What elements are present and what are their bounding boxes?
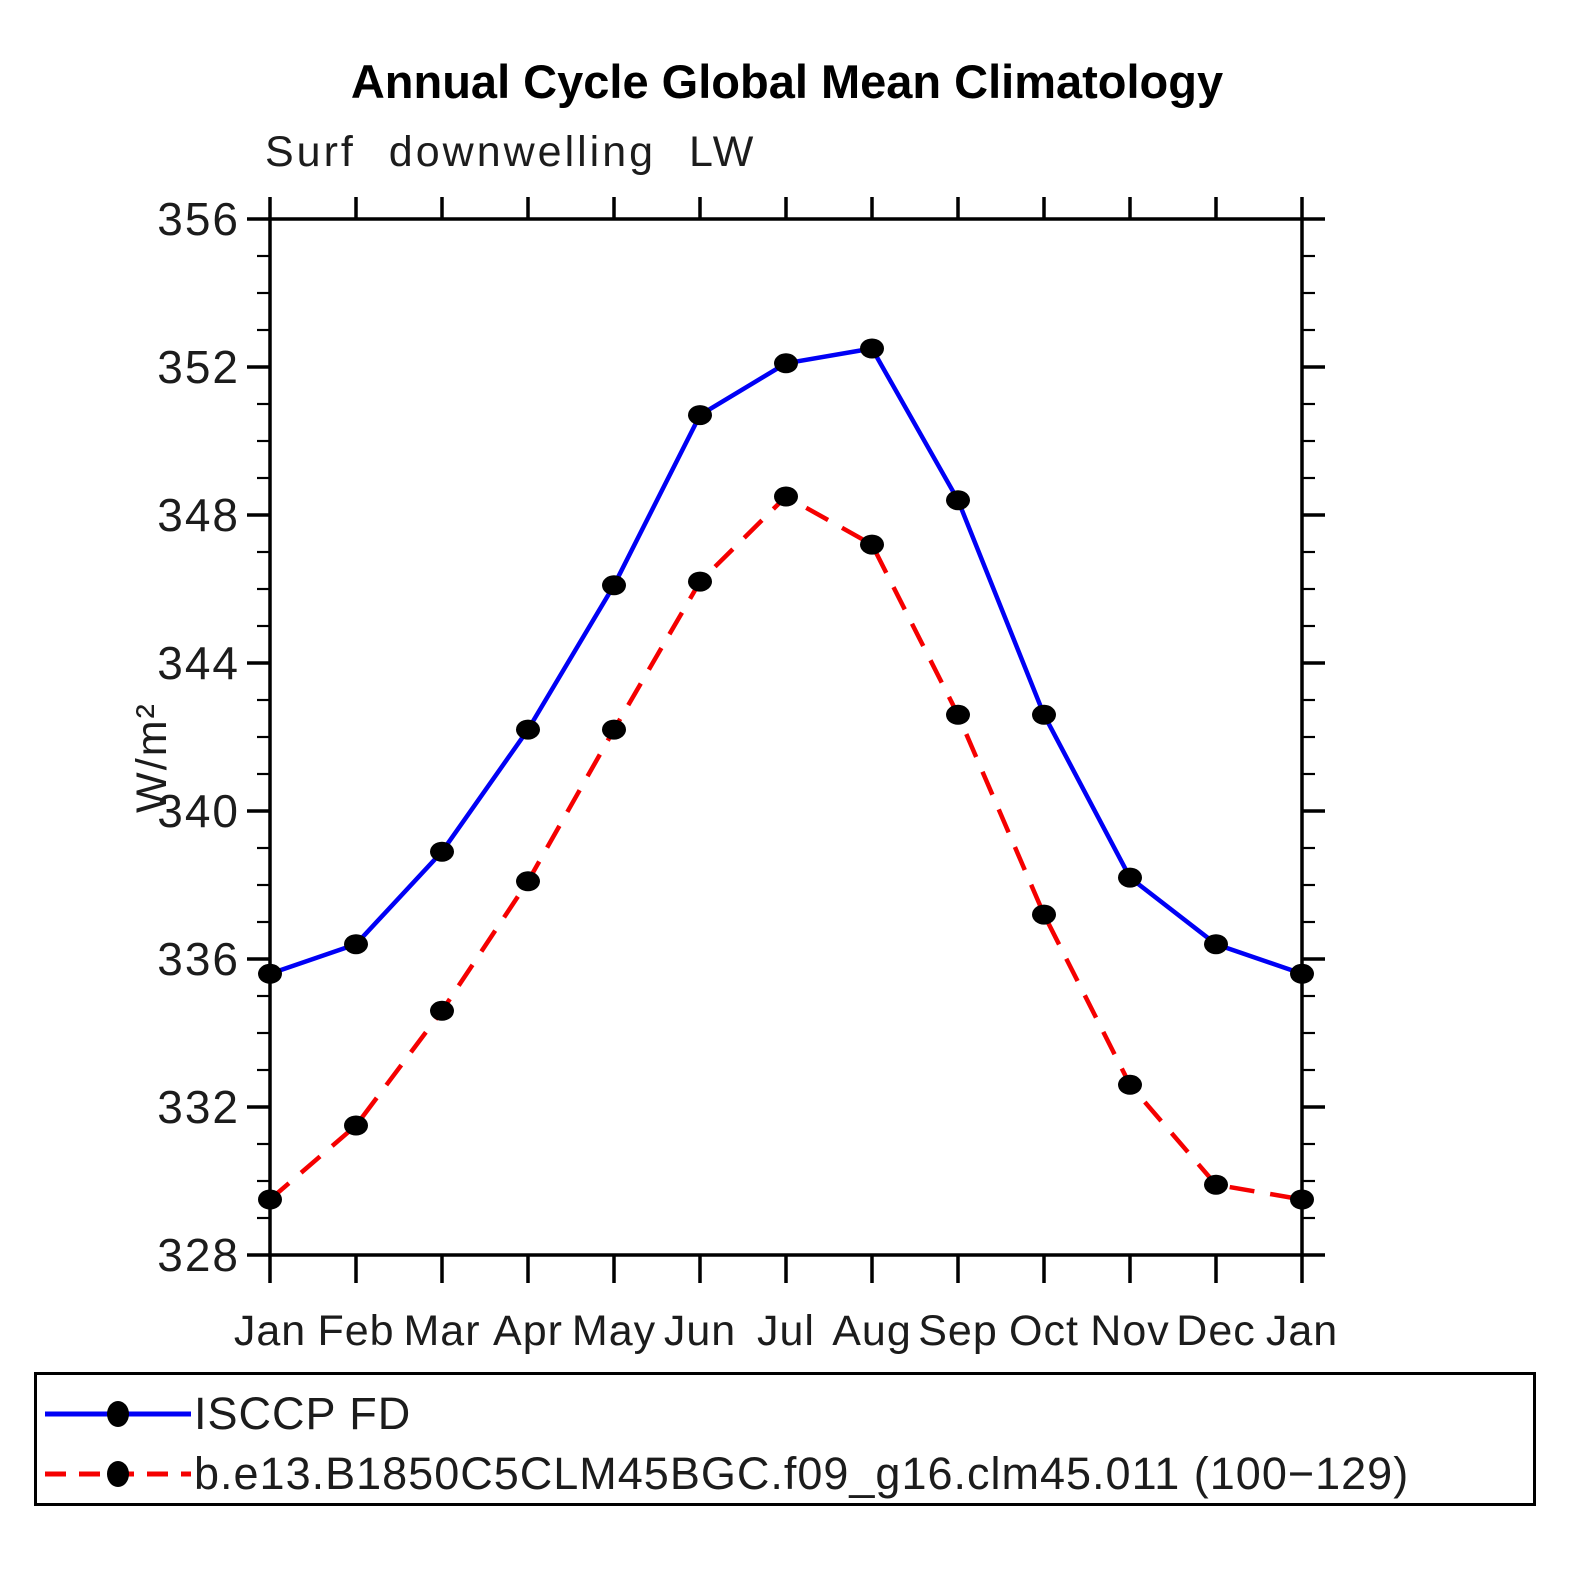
chart-subtitle: Surf downwelling LW [265,128,757,176]
month-label: Aug [832,1307,912,1355]
data-point-marker [1118,867,1142,888]
data-point-marker [602,575,626,596]
month-label: Nov [1090,1307,1169,1355]
data-point-marker [430,841,454,862]
legend-line-sample-isccp [45,1401,191,1427]
series-line-1 [268,494,1303,1202]
data-point-marker [946,704,970,725]
month-label: Apr [493,1307,563,1355]
data-point-marker [602,719,626,740]
data-point-marker [516,719,540,740]
y-tick-label: 356 [157,193,240,245]
data-point-marker [1204,934,1228,955]
legend-item-isccp: ISCCP FD [37,1384,1533,1444]
y-tick-label: 348 [157,489,240,541]
y-tick-label: 328 [157,1229,240,1281]
y-tick-label: 352 [157,341,240,393]
month-label: Dec [1176,1307,1255,1355]
series-line-0 [269,346,1303,976]
data-point-marker [1118,1074,1142,1095]
month-label: Jan [1266,1307,1338,1355]
legend-marker-icon [107,1401,129,1427]
data-point-marker [344,934,368,955]
month-label: Jul [757,1307,815,1355]
data-point-marker [1032,904,1056,925]
month-label: Feb [317,1307,394,1355]
data-point-marker [430,1000,454,1021]
data-point-marker [688,571,712,592]
month-label: May [572,1307,656,1355]
data-point-marker [774,486,798,507]
legend: ISCCP FD b.e13.B1850C5CLM45BGC.f09_g16.c… [34,1372,1536,1506]
data-point-marker [688,405,712,426]
month-label: Sep [918,1307,998,1355]
y-tick-label: 344 [157,637,240,689]
data-point-marker [1290,963,1314,984]
month-label: Oct [1009,1307,1079,1355]
data-point-marker [774,353,798,374]
page-title: Annual Cycle Global Mean Climatology [350,55,1224,108]
legend-item-label: ISCCP FD [194,1388,412,1439]
legend-item-label: b.e13.B1850C5CLM45BGC.f09_g16.clm45.011 … [194,1448,1410,1499]
data-point-marker [258,1189,282,1210]
plot-frame [268,217,1304,1257]
y-tick-label: 336 [157,933,240,985]
data-point-marker [344,1115,368,1136]
legend-item-model: b.e13.B1850C5CLM45BGC.f09_g16.clm45.011 … [37,1444,1533,1504]
data-point-marker [946,490,970,511]
y-tick-label: 332 [157,1081,240,1133]
data-point-marker [860,534,884,555]
data-point-marker [258,963,282,984]
data-point-marker [1032,704,1056,725]
month-label: Mar [403,1307,480,1355]
data-point-marker [516,871,540,892]
legend-line-sample-model [45,1461,191,1487]
y-tick-label: 340 [157,785,240,837]
data-point-marker [1204,1174,1228,1195]
month-label: Jun [664,1307,736,1355]
data-point-marker [1290,1189,1314,1210]
month-label: Jan [234,1307,306,1355]
data-point-marker [860,338,884,359]
legend-marker-icon [107,1461,129,1487]
